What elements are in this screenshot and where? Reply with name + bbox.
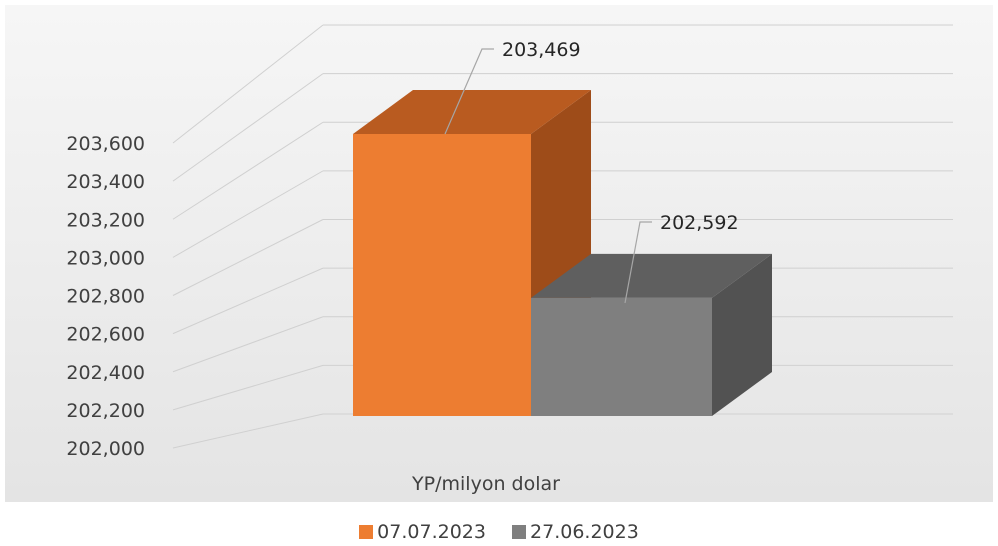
bar-side-face bbox=[712, 253, 772, 416]
category-label: YP/milyon dolar bbox=[411, 473, 560, 495]
gridline-diagonal bbox=[172, 24, 324, 144]
legend: 07.07.2023 27.06.2023 bbox=[0, 520, 998, 543]
data-label-leader-line bbox=[624, 221, 652, 304]
bar-front-face bbox=[531, 297, 712, 416]
legend-swatch-orange bbox=[359, 524, 374, 539]
bar-top-face bbox=[531, 253, 772, 298]
y-tick-label: 203,200 bbox=[66, 209, 145, 231]
gridline-diagonal bbox=[172, 219, 324, 296]
data-labels: 203,469 202,592 bbox=[444, 39, 739, 304]
y-tick-label: 203,400 bbox=[66, 171, 145, 193]
gridline-diagonal bbox=[172, 364, 324, 411]
gridline-diagonal bbox=[172, 121, 324, 220]
gridline-diagonal bbox=[172, 73, 324, 182]
legend-item-series-2: 27.06.2023 bbox=[512, 521, 639, 543]
y-tick-label: 202,000 bbox=[66, 438, 145, 460]
data-label: 202,592 bbox=[660, 212, 739, 234]
data-label-leader-line bbox=[444, 48, 494, 135]
gridline-diagonal bbox=[172, 316, 324, 373]
legend-swatch-gray bbox=[512, 524, 527, 539]
y-tick-label: 202,600 bbox=[66, 324, 145, 346]
chart-plot: 202,000 202,200 202,400 202,600 202,800 203,0… bbox=[66, 24, 953, 495]
legend-label: 27.06.2023 bbox=[530, 520, 639, 543]
y-tick-label: 202,400 bbox=[66, 362, 145, 384]
y-axis-tick-labels: 202,000 202,200 202,400 202,600 202,800 203,0… bbox=[66, 133, 145, 460]
y-tick-label: 203,600 bbox=[66, 133, 145, 155]
y-tick-label: 203,000 bbox=[66, 247, 145, 269]
legend-item-series-1: 07.07.2023 bbox=[359, 521, 486, 543]
gridline-diagonal bbox=[172, 413, 324, 449]
bars bbox=[353, 90, 772, 416]
gridline-diagonal bbox=[172, 267, 324, 335]
bar-top-face bbox=[353, 90, 591, 134]
data-label: 203,469 bbox=[502, 39, 581, 61]
y-tick-label: 202,800 bbox=[66, 286, 145, 308]
chart-area: 202,000 202,200 202,400 202,600 202,800 203,0… bbox=[5, 5, 993, 502]
y-tick-label: 202,200 bbox=[66, 400, 145, 422]
gridline-diagonal bbox=[172, 170, 324, 258]
legend-label: 07.07.2023 bbox=[377, 520, 486, 543]
bar-front-face bbox=[353, 134, 531, 416]
